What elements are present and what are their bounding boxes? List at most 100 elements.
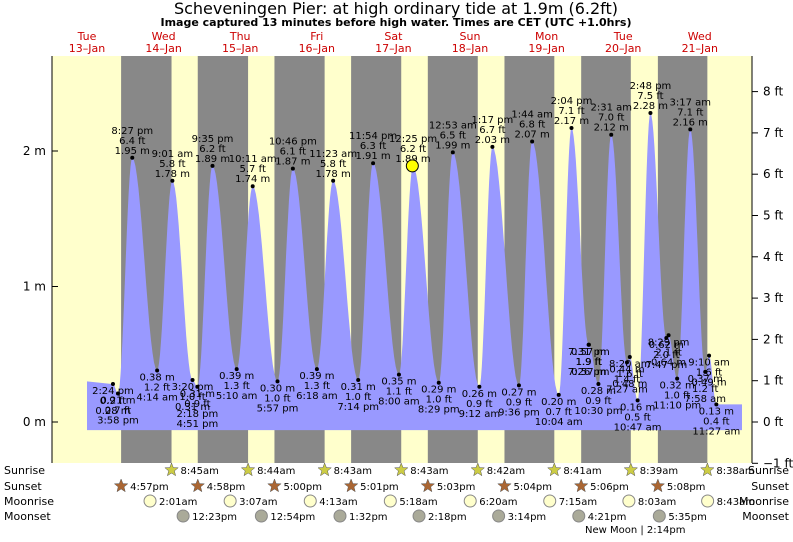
tide-label: 0.20 m	[541, 397, 576, 408]
moonset-time: 3:14pm	[508, 512, 547, 523]
tide-label: 0.9 ft	[585, 396, 611, 407]
sunrise-time: 8:45am	[181, 466, 219, 477]
tide-area	[87, 113, 742, 431]
tide-label: 11:23 am	[309, 149, 357, 160]
tide-label: 8:29 pm	[648, 337, 690, 348]
tide-label: 0.13 m	[699, 406, 734, 417]
day-date: 14–Jan	[145, 42, 181, 55]
astro-row-label-right: Moonrise	[739, 495, 789, 508]
tide-label: 0.49 m	[691, 378, 726, 389]
tide-point	[110, 382, 115, 387]
tide-label: 0.9 ft	[100, 396, 126, 407]
tide-label: 10:30 pm	[574, 406, 622, 417]
tide-label: 7:31 pm	[568, 347, 610, 358]
moonset-icon	[492, 509, 506, 523]
tide-label: 2:24 pm	[92, 386, 134, 397]
day-date: 19–Jan	[528, 42, 564, 55]
tide-label: 5:57 pm	[257, 403, 299, 414]
moonrise-icon	[223, 494, 237, 508]
tide-label: 9:01 am	[152, 149, 194, 160]
sunset-time: 5:08pm	[667, 482, 706, 493]
tide-point	[490, 144, 495, 149]
tide-point	[675, 376, 680, 381]
tide-label: 9:36 pm	[498, 407, 540, 418]
day-name: Thu	[229, 30, 251, 43]
sunset-time: 5:00pm	[283, 482, 322, 493]
tide-label: 8:27 pm	[111, 126, 153, 137]
sunset-time: 4:57pm	[130, 482, 169, 493]
tide-label: 7:47 pm	[645, 360, 687, 371]
tide-label: 1.95 m	[115, 146, 150, 157]
sunset-icon	[650, 478, 666, 493]
right-tick-label: 1 ft	[763, 374, 783, 388]
tide-label: 1.78 m	[316, 169, 351, 180]
tide-label: 1.89 m	[395, 154, 430, 165]
tide-point	[627, 354, 632, 359]
tide-label: 1.1 ft	[386, 387, 412, 398]
tide-label: 1.6 ft	[617, 369, 643, 380]
tide-label: 0.57 m	[571, 347, 606, 358]
moonrise-time: 4:13am	[319, 497, 357, 508]
sunrise-time: 8:43am	[334, 466, 372, 477]
right-tick-label: 6 ft	[763, 167, 783, 181]
tide-point	[190, 377, 195, 382]
tide-label: 7.5 ft	[637, 91, 663, 102]
axes: 0 m 1 m 2 m −1 ft 0 ft 1 ft 2 ft 3 ft 4 ft 5 ft 6 …	[23, 56, 793, 470]
day-name: Sun	[460, 30, 481, 43]
tide-label: 1.9 ft	[576, 357, 602, 368]
tide-point	[516, 383, 521, 388]
tide-point	[356, 377, 361, 382]
tide-point	[596, 382, 601, 387]
sunrise-icon	[240, 462, 256, 477]
right-tick-label: 7 ft	[763, 126, 783, 140]
moonset-time: 1:32pm	[349, 512, 388, 523]
tide-point	[130, 155, 135, 160]
tide-point	[195, 384, 200, 389]
moonrise-icon	[701, 494, 715, 508]
tide-label: 6.7 ft	[479, 125, 505, 136]
moonrise-time: 8:03am	[638, 497, 676, 508]
tide-point	[609, 132, 614, 137]
day-labels: Tue13–JanWed14–JanThu15–JanFri16–JanSat1…	[69, 30, 718, 55]
tide-label: 5:10 am	[216, 391, 258, 402]
tide-label: 2:48 pm	[630, 81, 672, 92]
moonset-time: 2:18pm	[428, 512, 467, 523]
right-tick-label: 3 ft	[763, 291, 783, 305]
tide-point	[396, 372, 401, 377]
tide-point	[688, 127, 693, 132]
tide-label: 10:46 pm	[269, 137, 317, 148]
tide-label: 7.1 ft	[558, 106, 584, 117]
day-date: 17–Jan	[375, 42, 411, 55]
tide-point	[586, 342, 591, 347]
tide-label: 0.9 ft	[184, 399, 210, 410]
tide-label: 9:10 am	[688, 358, 730, 369]
tide-point	[275, 379, 280, 384]
moonset-time: 5:35pm	[668, 512, 707, 523]
moonset-time: 4:21pm	[588, 512, 627, 523]
tide-point	[234, 367, 239, 372]
tide-point	[250, 184, 255, 189]
tide-label: 10:04 am	[535, 417, 583, 428]
tide-label: 1.78 m	[155, 169, 190, 180]
tide-label: 0.38 m	[140, 373, 175, 384]
astro-row-label-right: Sunrise	[748, 464, 789, 477]
tide-label: 4:51 pm	[177, 419, 219, 430]
tide-label: 2:18 pm	[177, 409, 219, 420]
tide-label: 1.89 m	[195, 154, 230, 165]
astro-row-label-left: Moonrise	[4, 495, 54, 508]
tide-label: 0.9 ft	[466, 399, 492, 410]
day-date: 15–Jan	[222, 42, 258, 55]
sunset-icon	[190, 478, 206, 493]
moonrise-icon	[143, 494, 157, 508]
tide-label: 2.17 m	[554, 116, 589, 127]
gridlines	[52, 150, 58, 423]
tide-label: 2.07 m	[515, 130, 550, 141]
tide-label: 1.0 ft	[264, 393, 290, 404]
tide-point	[331, 178, 336, 183]
sunset-time: 5:06pm	[590, 482, 629, 493]
sunrise-icon	[393, 462, 409, 477]
tide-point	[556, 392, 561, 397]
moonset-time: 12:23pm	[192, 512, 237, 523]
tide-label: 1.4 ft	[614, 374, 640, 385]
tide-label: 1.87 m	[275, 157, 310, 168]
